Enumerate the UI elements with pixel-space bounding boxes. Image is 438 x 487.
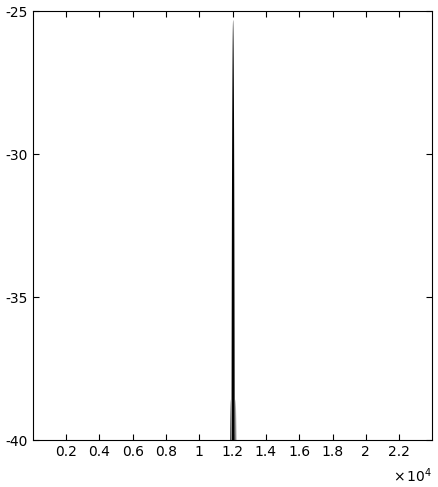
Text: $\times\,10^4$: $\times\,10^4$: [393, 466, 432, 485]
